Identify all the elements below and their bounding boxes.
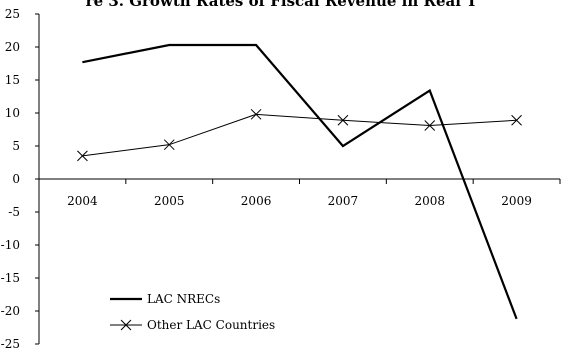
y-tick-label: 0 [12, 172, 20, 186]
data-point-x-marker [250, 108, 262, 120]
x-marker-stroke [77, 150, 88, 162]
y-tick-label: -20 [1, 304, 20, 318]
chart-legend: LAC NRECs Other LAC Countries [110, 292, 275, 332]
x-tick-label: 2005 [154, 194, 185, 208]
x-marker-stroke [250, 108, 262, 120]
y-tick-label: 25 [5, 7, 20, 21]
chart-title: re 3. Growth Rates of Fiscal Revenue in … [85, 0, 478, 10]
data-point-x-marker [424, 120, 436, 131]
x-tick-label: 2004 [67, 194, 98, 208]
y-tick-label: 10 [5, 106, 20, 120]
x-tick-label: 2009 [501, 194, 532, 208]
y-tick-label: -5 [8, 205, 20, 219]
x-marker-stroke [337, 114, 349, 126]
legend-label: LAC NRECs [147, 292, 220, 306]
x-marker-stroke [163, 139, 175, 151]
y-tick-label: 20 [5, 40, 20, 54]
x-tick-label: 2008 [414, 194, 445, 208]
data-point-x-marker [337, 114, 349, 126]
series-line [82, 43, 518, 320]
y-tick-label: 15 [5, 73, 20, 87]
chart-axes: 25 20 15 10 5 0 -5 -10 -15 -20 -25 2004 2005 2006 2007… [1, 7, 561, 349]
x-tick-label: 2007 [328, 194, 359, 208]
data-point-x-marker [163, 139, 175, 151]
legend-label: Other LAC Countries [147, 318, 275, 332]
x-tick-label: 2006 [241, 194, 272, 208]
x-marker-stroke [424, 120, 436, 131]
y-tick-label: -10 [1, 238, 20, 252]
y-tick-label: -25 [1, 337, 20, 349]
data-point-x-marker [77, 150, 88, 162]
data-point-x-marker [511, 114, 522, 126]
series-line [82, 113, 517, 157]
legend-marker [120, 319, 132, 331]
y-tick-label: 5 [12, 139, 20, 153]
y-tick-label: -15 [1, 271, 20, 285]
chart-series [77, 43, 522, 320]
x-marker-stroke [511, 114, 522, 126]
